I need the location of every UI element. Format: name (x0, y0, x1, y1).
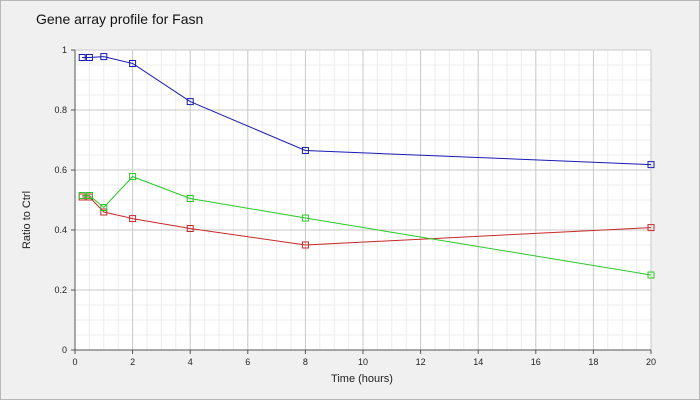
data-point (100, 208, 108, 216)
series-line (82, 196, 652, 246)
x-tick-label: 14 (473, 357, 483, 367)
data-point (301, 147, 309, 154)
x-tick: 4 (188, 350, 193, 367)
x-tick-label: 2 (130, 357, 135, 367)
data-point (186, 98, 194, 106)
data-point (647, 224, 655, 232)
data-point (129, 215, 137, 223)
data-point (85, 54, 93, 61)
data-point (301, 214, 309, 222)
data-point (129, 173, 137, 181)
data-point (301, 241, 309, 249)
y-tick: 0.2 (54, 285, 75, 295)
data-point (647, 271, 655, 279)
data-point (647, 161, 655, 169)
x-tick: 6 (245, 350, 250, 367)
x-tick-label: 10 (358, 357, 368, 367)
series-line (82, 56, 652, 166)
y-tick: 1 (62, 45, 75, 55)
series-layer (78, 53, 655, 279)
data-point (100, 204, 108, 211)
x-tick-label: 8 (303, 357, 308, 367)
x-tick-label: 6 (245, 357, 250, 367)
x-tick-label: 0 (72, 357, 77, 367)
x-tick-label: 16 (531, 357, 541, 367)
x-tick: 14 (473, 350, 483, 367)
x-tick-label: 12 (416, 357, 426, 367)
data-point (186, 225, 194, 232)
data-point (78, 54, 86, 61)
x-tick: 0 (72, 350, 78, 367)
x-tick: 12 (416, 350, 426, 367)
x-tick: 8 (303, 350, 308, 367)
y-tick: 0 (62, 345, 75, 355)
x-tick: 20 (646, 350, 656, 367)
data-point (129, 60, 137, 67)
x-tick: 2 (130, 350, 135, 367)
data-point (85, 192, 93, 199)
y-tick: 0.4 (54, 225, 75, 235)
chart-title: Gene array profile for Fasn (36, 11, 204, 27)
y-tick-label: 0.2 (54, 285, 67, 295)
x-axis-ticks: 0 2 4 6 8 10 12 14 16 18 20 (72, 350, 656, 367)
y-tick-label: 0 (62, 345, 67, 355)
data-point (186, 195, 194, 202)
y-tick-label: 0.6 (54, 165, 67, 175)
x-axis-label: Time (hours) (331, 373, 393, 385)
y-tick: 0.8 (54, 105, 75, 115)
x-tick: 18 (588, 350, 598, 367)
x-tick: 10 (358, 350, 368, 367)
y-tick-label: 0.8 (54, 105, 67, 115)
y-tick-label: 1 (62, 45, 67, 55)
x-tick-label: 18 (588, 357, 598, 367)
y-tick-label: 0.4 (54, 225, 67, 235)
y-axis-ticks: 0 0.2 0.4 0.6 0.8 1 (54, 45, 75, 355)
y-tick: 0.6 (54, 165, 75, 175)
x-tick-label: 4 (188, 357, 193, 367)
series-1 (78, 53, 655, 169)
series-3 (78, 173, 655, 279)
x-tick: 16 (531, 350, 541, 367)
data-point (100, 53, 108, 61)
data-point (78, 192, 86, 199)
series-line (82, 176, 652, 276)
x-tick-label: 20 (646, 357, 656, 367)
